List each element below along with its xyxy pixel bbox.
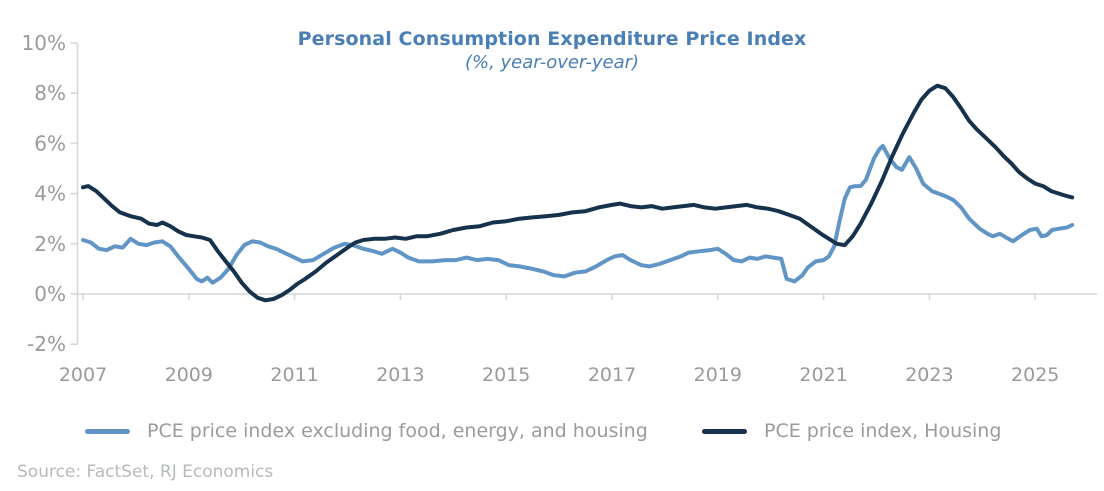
y-tick-label: 8%	[34, 81, 66, 105]
x-tick-label: 2009	[165, 364, 213, 386]
housing-series-line	[81, 83, 1075, 303]
y-tick-label: -2%	[27, 332, 66, 356]
chart-legend: PCE price index excluding food, energy, …	[0, 419, 1104, 443]
x-tick-label: 2017	[588, 364, 636, 386]
y-tick-label: 6%	[34, 131, 66, 155]
y-tick-label: 2%	[34, 232, 66, 256]
legend-label-housing: PCE price index, Housing	[764, 420, 1002, 442]
excl-series-swatch	[85, 428, 130, 434]
x-tick-label: 2023	[905, 364, 953, 386]
x-tick-label: 2021	[799, 364, 847, 386]
x-tick-label: 2007	[59, 364, 107, 386]
x-tick-label: 2011	[270, 364, 318, 386]
legend-item-housing: PCE price index, Housing	[702, 419, 1001, 443]
legend-label-excl: PCE price index excluding food, energy, …	[147, 420, 648, 442]
x-tick-label: 2013	[376, 364, 424, 386]
legend-item-excl: PCE price index excluding food, energy, …	[85, 419, 648, 443]
x-tick-label: 2015	[482, 364, 530, 386]
y-tick-label: 4%	[34, 182, 66, 206]
excl-series-line	[81, 143, 1075, 285]
housing-series-swatch	[702, 428, 747, 434]
y-tick-label: 10%	[22, 31, 66, 55]
x-tick-label: 2019	[694, 364, 742, 386]
x-tick-label: 2025	[1011, 364, 1059, 386]
y-tick-label: 0%	[34, 282, 66, 306]
source-note: Source: FactSet, RJ Economics	[17, 462, 274, 482]
